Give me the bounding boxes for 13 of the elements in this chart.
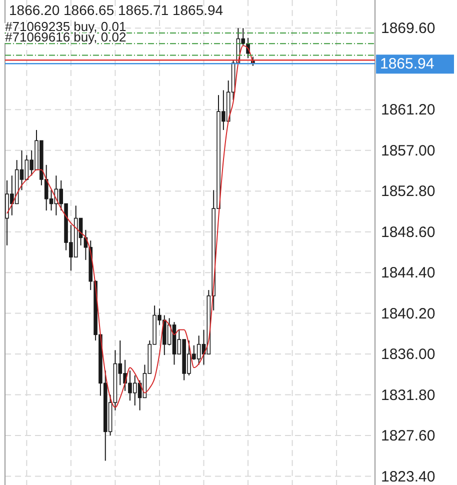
ref-line-label: 1865.94 <box>380 56 434 73</box>
y-tick-label: 1840.20 <box>381 305 436 322</box>
annotation: 1866.20 1866.65 1865.71 1865.94 <box>9 2 224 18</box>
y-tick-label: 1827.60 <box>381 428 436 445</box>
y-tick-label: 1848.60 <box>381 224 436 241</box>
y-tick-label: 1831.80 <box>381 386 436 404</box>
y-tick-label: 1869.60 <box>381 20 436 38</box>
y-tick-label: 1857.00 <box>381 142 436 160</box>
y-tick-label: 1823.40 <box>381 468 436 485</box>
y-tick-label: 1844.40 <box>381 264 436 282</box>
y-tick-label: 1836.00 <box>381 346 436 364</box>
y-tick-label: 1852.80 <box>381 183 436 200</box>
y-tick-label: 1861.20 <box>381 102 436 119</box>
